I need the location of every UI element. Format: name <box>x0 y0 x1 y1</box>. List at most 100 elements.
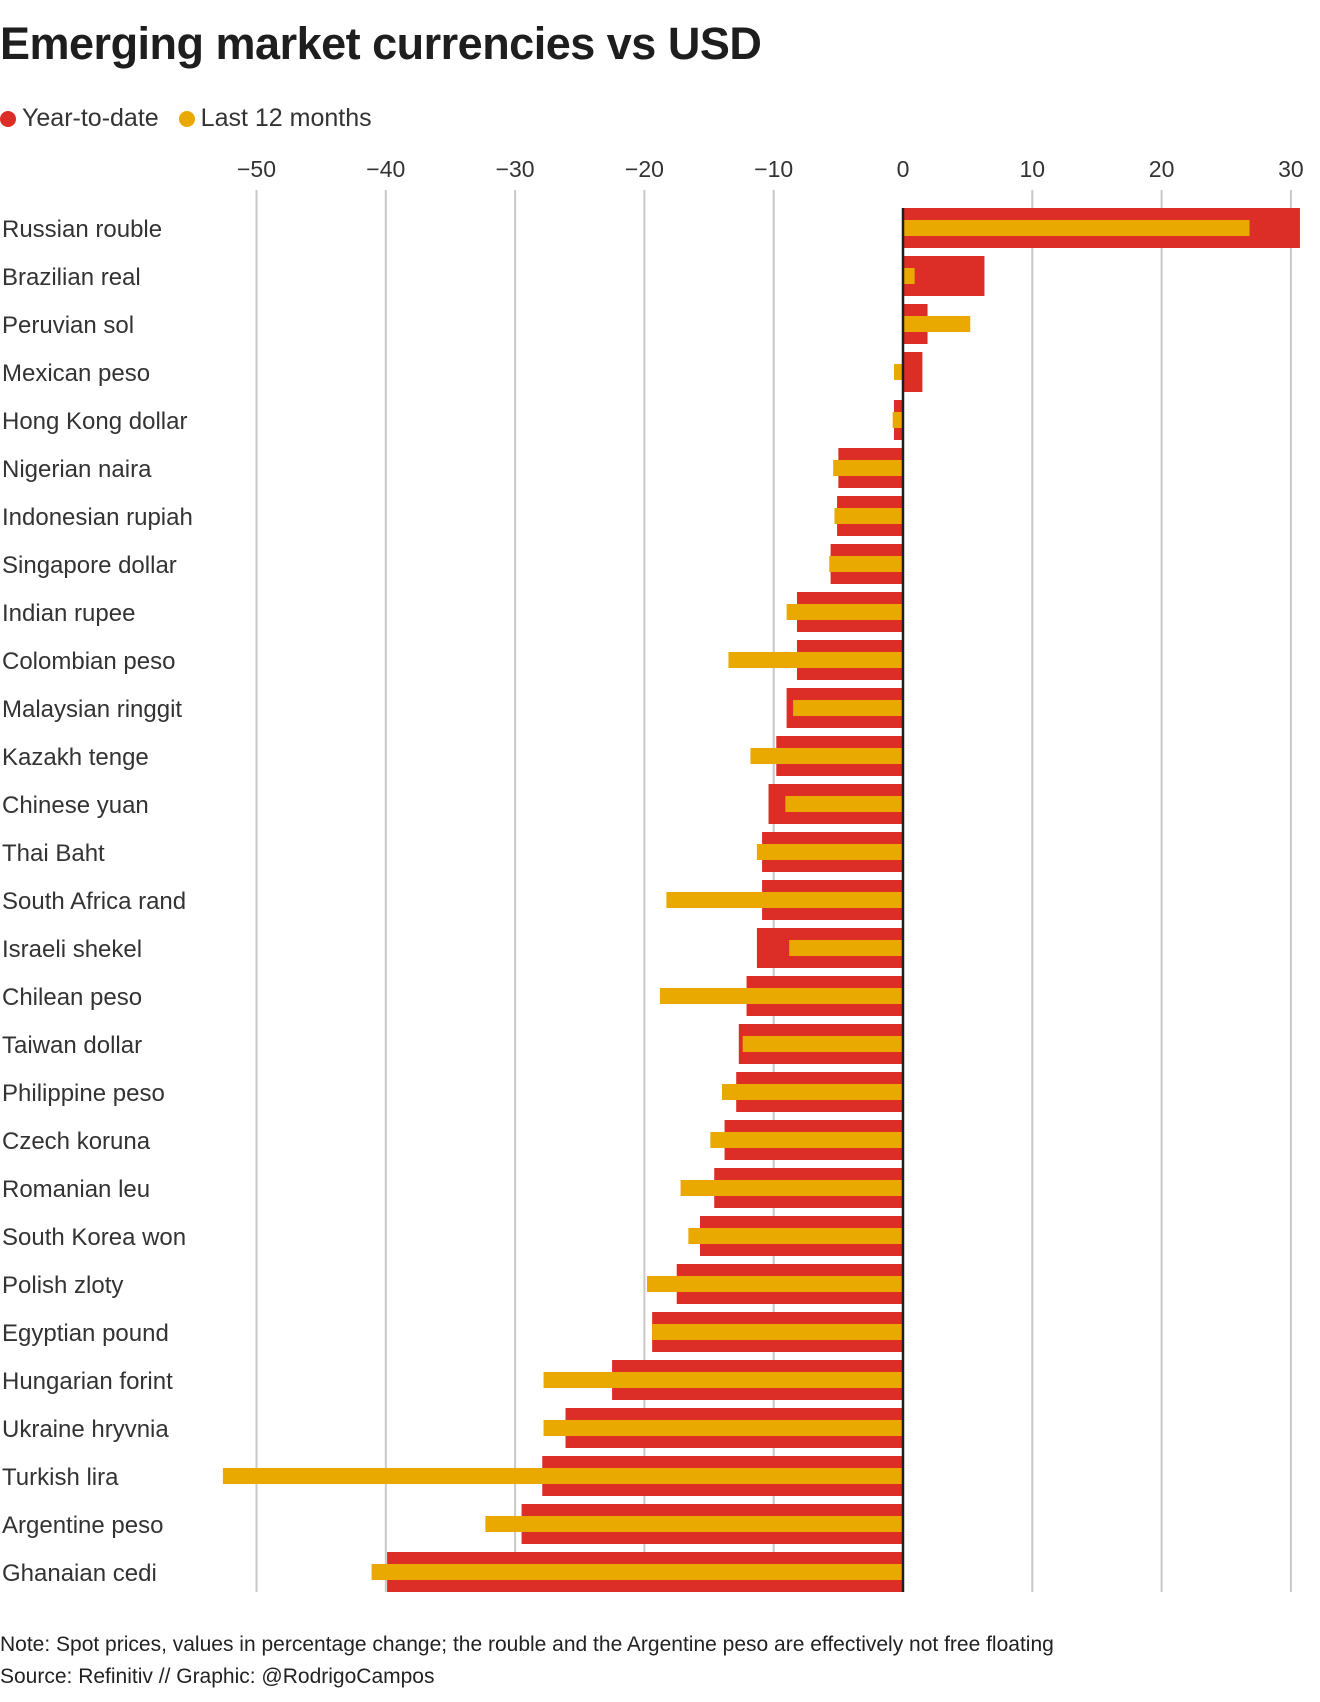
bar-ltm <box>543 1420 903 1436</box>
bar-row <box>543 1360 903 1400</box>
category-label: Argentine peso <box>2 1512 163 1539</box>
bar-row <box>738 1024 903 1064</box>
bar-row <box>652 1312 903 1352</box>
bar-ltm <box>750 748 903 764</box>
bar-row <box>892 400 903 440</box>
bar-ltm <box>646 1276 903 1292</box>
category-label: Colombian peso <box>2 648 175 675</box>
bar-row <box>543 1408 903 1448</box>
category-label: Taiwan dollar <box>2 1032 142 1059</box>
bar-ltm <box>785 796 903 812</box>
category-label: Hungarian forint <box>2 1368 173 1395</box>
bars <box>222 208 1300 1592</box>
bar-row <box>485 1504 903 1544</box>
category-label: Philippine peso <box>2 1080 165 1107</box>
category-label: Polish zloty <box>2 1272 123 1299</box>
bar-row <box>646 1264 903 1304</box>
category-label: Kazakh tenge <box>2 744 149 771</box>
bar-ltm <box>652 1324 903 1340</box>
x-tick-label: −10 <box>754 156 793 182</box>
bar-ltm <box>903 268 915 284</box>
bar-ltm <box>786 604 903 620</box>
x-tick-label: 0 <box>897 156 910 182</box>
category-label: Romanian leu <box>2 1176 150 1203</box>
bar-row <box>903 256 985 296</box>
category-label: Thai Baht <box>2 840 105 867</box>
category-label: Chilean peso <box>2 984 142 1011</box>
bar-row <box>768 784 903 824</box>
bar-row <box>750 736 903 776</box>
category-label: Singapore dollar <box>2 552 177 579</box>
bar-ltm <box>710 1132 903 1148</box>
bar-row <box>721 1072 903 1112</box>
bar-ltm <box>688 1228 903 1244</box>
category-label: Peruvian sol <box>2 312 134 339</box>
category-label: Indian rupee <box>2 600 135 627</box>
bar-ltm <box>728 652 903 668</box>
bar-ltm <box>721 1084 903 1100</box>
bar-row <box>222 1456 903 1496</box>
bar-ltm <box>543 1372 903 1388</box>
category-label: Mexican peso <box>2 360 150 387</box>
bar-ltm <box>680 1180 903 1196</box>
bar-ltm <box>893 364 903 380</box>
bar-ltm <box>789 940 903 956</box>
x-tick-label: 10 <box>1020 156 1046 182</box>
bar-row <box>666 880 903 920</box>
chart-source: Source: Refinitiv // Graphic: @RodrigoCa… <box>0 1665 435 1688</box>
bar-ltm <box>833 460 903 476</box>
x-tick-label: 30 <box>1278 156 1304 182</box>
legend-item-ltm: Last 12 months <box>178 104 372 133</box>
bar-ltm <box>659 988 903 1004</box>
legend-swatch-ytd <box>0 110 16 127</box>
bar-row <box>728 640 903 680</box>
bar-ltm <box>829 556 903 572</box>
legend: Year-to-date Last 12 months <box>0 104 392 133</box>
category-label: Ghanaian cedi <box>2 1560 157 1587</box>
legend-item-ytd: Year-to-date <box>0 104 159 133</box>
x-axis-ticks: −50 −40 −30 −20 −10 0 10 20 30 <box>237 156 1304 182</box>
bar-ltm <box>793 700 903 716</box>
bar-chart: −50 −40 −30 −20 −10 0 10 20 30 Russian rouble Bra… <box>2 156 1304 1592</box>
legend-label-ytd: Year-to-date <box>22 104 159 132</box>
bar-row <box>680 1168 903 1208</box>
bar-ltm <box>371 1564 903 1580</box>
bar-row <box>786 688 903 728</box>
category-label: Nigerian naira <box>2 456 152 483</box>
category-label: Ukraine hryvnia <box>2 1416 169 1443</box>
bar-row <box>903 304 971 344</box>
bar-row <box>756 928 903 968</box>
bar-row <box>834 496 903 536</box>
bar-row <box>903 208 1300 248</box>
category-label: Israeli shekel <box>2 936 142 963</box>
bar-ltm <box>742 1036 903 1052</box>
category-label: Czech koruna <box>2 1128 151 1155</box>
category-label: South Korea won <box>2 1224 186 1251</box>
category-label: Russian rouble <box>2 216 162 243</box>
category-label: Brazilian real <box>2 264 141 291</box>
category-label: Hong Kong dollar <box>2 408 187 435</box>
category-labels: Russian rouble Brazilian real Peruvian sol… <box>2 216 193 1587</box>
bar-ltm <box>903 316 971 332</box>
x-tick-label: −30 <box>496 156 535 182</box>
bar-row <box>371 1552 903 1592</box>
bar-row <box>893 352 923 392</box>
chart-note: Note: Spot prices, values in percentage … <box>0 1633 1054 1656</box>
bar-ltm <box>903 220 1250 236</box>
bar-row <box>688 1216 903 1256</box>
bar-row <box>756 832 903 872</box>
bar-row <box>786 592 903 632</box>
x-tick-label: −40 <box>366 156 405 182</box>
bar-ytd <box>903 256 985 296</box>
category-label: Egyptian pound <box>2 1320 169 1347</box>
category-label: Malaysian ringgit <box>2 696 182 723</box>
bar-ltm <box>834 508 903 524</box>
bar-row <box>833 448 903 488</box>
category-label: Turkish lira <box>2 1464 119 1491</box>
bar-ltm <box>485 1516 903 1532</box>
bar-row <box>829 544 903 584</box>
bar-row <box>659 976 903 1016</box>
x-tick-label: 20 <box>1149 156 1175 182</box>
bar-ltm <box>756 844 903 860</box>
legend-swatch-ltm <box>178 110 195 127</box>
